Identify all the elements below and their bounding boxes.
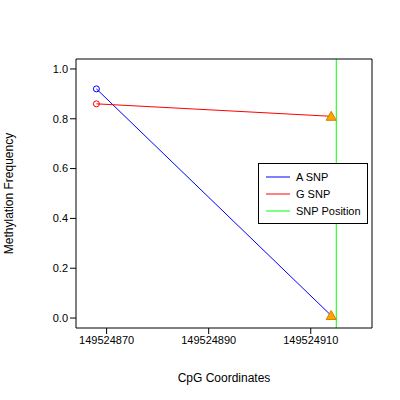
svg-text:1.0: 1.0 <box>53 63 68 75</box>
svg-text:CpG Coordinates: CpG Coordinates <box>178 371 271 385</box>
svg-text:149524890: 149524890 <box>181 334 236 346</box>
svg-text:0.2: 0.2 <box>53 262 68 274</box>
html-text:A SNP: A SNP <box>296 170 329 183</box>
html-text:SNP Position: SNP Position <box>296 204 361 217</box>
svg-text:149524910: 149524910 <box>283 334 338 346</box>
svg-text:0.4: 0.4 <box>53 212 68 224</box>
html-text:G SNP: G SNP <box>296 187 331 200</box>
svg-text:0.8: 0.8 <box>53 113 68 125</box>
svg-text:0.0: 0.0 <box>53 312 68 324</box>
svg-text:Methylation Frequency: Methylation Frequency <box>8 133 16 254</box>
svg-text:149524870: 149524870 <box>79 334 134 346</box>
svg-text:0.6: 0.6 <box>53 162 68 174</box>
